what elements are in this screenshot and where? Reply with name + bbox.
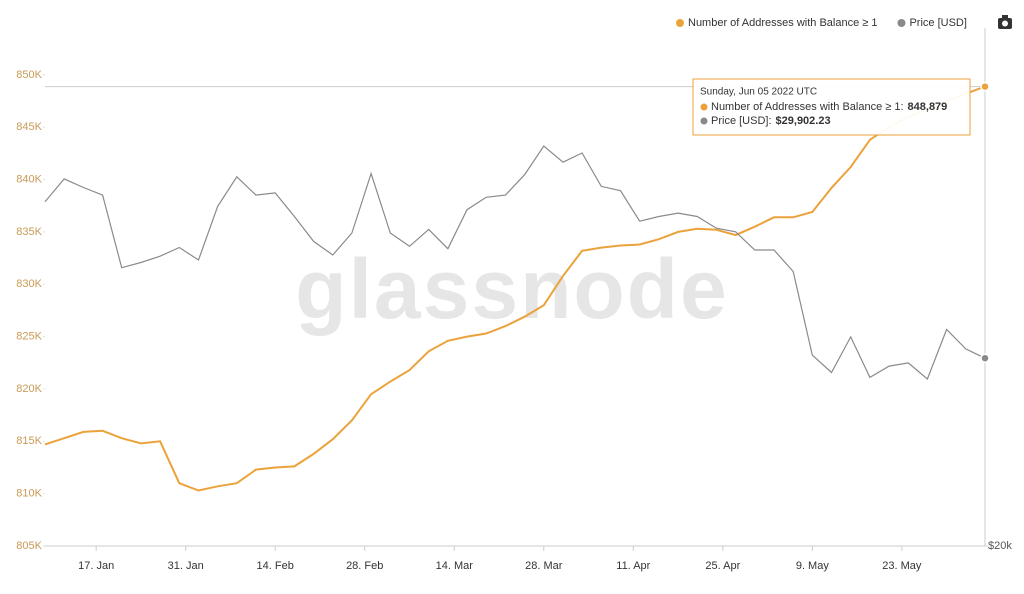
- x-tick-label: 17. Jan: [78, 560, 114, 572]
- legend-label: Number of Addresses with Balance ≥ 1: [688, 17, 877, 29]
- y-tick-label: 815K: [16, 435, 42, 447]
- tooltip-box: [692, 78, 971, 136]
- tooltip-swatch: [700, 103, 708, 111]
- x-tick-label: 9. May: [796, 560, 830, 572]
- y2-tick-label: $20k: [988, 540, 1012, 552]
- tooltip-swatch: [700, 117, 708, 125]
- x-tick-label: 28. Feb: [346, 560, 383, 572]
- tooltip: Sunday, Jun 05 2022 UTC Number of Address…: [692, 78, 971, 136]
- x-tick-label: 28. Mar: [525, 560, 563, 572]
- y-tick-label: 845K: [16, 121, 42, 133]
- tooltip-sep: :: [900, 101, 903, 113]
- x-tick-label: 14. Mar: [436, 560, 474, 572]
- tooltip-sep: :: [768, 115, 771, 127]
- y-tick-label: 820K: [16, 383, 42, 395]
- tooltip-value: $29,902.23: [776, 115, 831, 127]
- y-tick-label: 830K: [16, 278, 42, 290]
- series-line: [44, 85, 986, 492]
- y-tick-label: 835K: [16, 226, 42, 238]
- legend-swatch: [676, 19, 684, 27]
- legend-label: Price [USD]: [909, 17, 966, 29]
- watermark: glassnode: [295, 242, 728, 336]
- x-tick-label: 14. Feb: [257, 560, 294, 572]
- tooltip-series: Price [USD]: [711, 115, 768, 127]
- y-tick-label: 825K: [16, 331, 42, 343]
- y-tick-label: 850K: [16, 69, 42, 81]
- tooltip-label: Number of Addresses with Balance ≥ 1: 848…: [711, 101, 947, 113]
- tooltip-label: Price [USD]: $29,902.23: [711, 115, 831, 127]
- x-tick-label: 11. Apr: [616, 560, 650, 572]
- tooltip-value: 848,879: [908, 101, 948, 113]
- tooltip-title: Sunday, Jun 05 2022 UTC: [700, 87, 817, 98]
- y-tick-label: 840K: [16, 173, 42, 185]
- x-tick-label: 31. Jan: [168, 560, 204, 572]
- y-tick-label: 805K: [16, 540, 42, 552]
- series-line: [44, 145, 986, 381]
- hover-dot: [980, 81, 990, 92]
- x-tick-label: 23. May: [882, 560, 922, 572]
- camera-icon[interactable]: [998, 15, 1012, 29]
- y-tick-label: 810K: [16, 488, 42, 500]
- hover-dot: [980, 353, 990, 363]
- legend-swatch: [897, 19, 906, 27]
- x-tick-label: 25. Apr: [705, 560, 740, 572]
- tooltip-series: Number of Addresses with Balance ≥ 1: [711, 101, 900, 113]
